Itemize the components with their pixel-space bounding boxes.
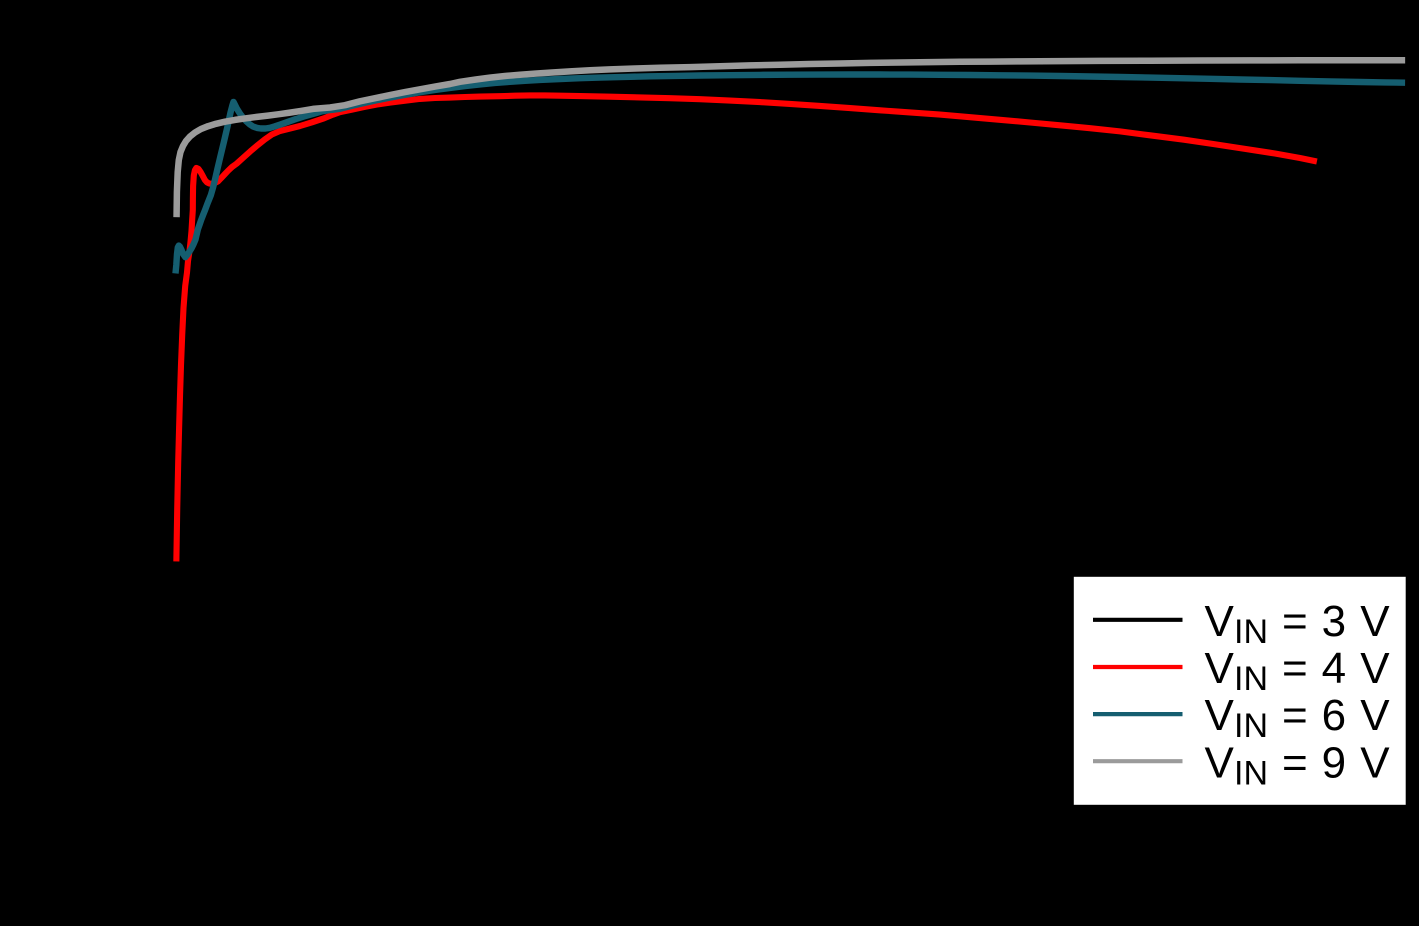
svg-text:VIN=6V: VIN = 6 V <box>1205 691 1391 745</box>
svg-text:VIN=9V: VIN = 9 V <box>1205 738 1391 792</box>
svg-text:VIN=4V: VIN = 4 V <box>1205 644 1391 698</box>
svg-text:VIN=3V: VIN = 3 V <box>1205 597 1391 651</box>
